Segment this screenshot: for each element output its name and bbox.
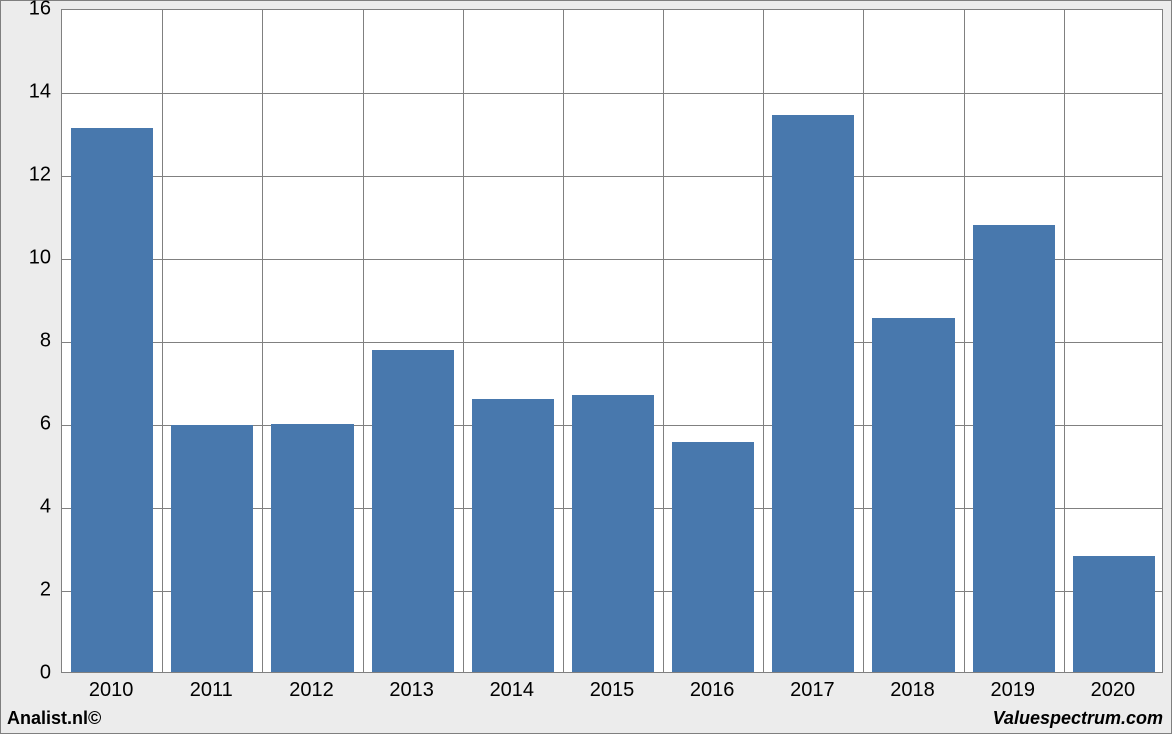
x-tick-label: 2019: [990, 679, 1035, 702]
bar: [271, 424, 353, 672]
gridline-vertical: [262, 10, 263, 672]
bar: [872, 318, 954, 672]
bar: [1073, 556, 1155, 672]
bar: [71, 128, 153, 672]
bar: [572, 395, 654, 672]
x-tick-label: 2010: [89, 679, 134, 702]
credit-right: Valuespectrum.com: [993, 708, 1163, 729]
y-tick-label: 12: [29, 164, 51, 187]
x-tick-label: 2015: [590, 679, 635, 702]
gridline-horizontal: [62, 176, 1162, 177]
gridline-horizontal: [62, 93, 1162, 94]
gridline-vertical: [1064, 10, 1065, 672]
x-tick-label: 2011: [190, 679, 233, 702]
y-tick-label: 10: [29, 247, 51, 270]
gridline-vertical: [162, 10, 163, 672]
y-tick-label: 6: [40, 413, 51, 436]
gridline-vertical: [563, 10, 564, 672]
y-tick-label: 16: [29, 0, 51, 21]
gridline-vertical: [964, 10, 965, 672]
x-tick-label: 2012: [289, 679, 334, 702]
gridline-vertical: [863, 10, 864, 672]
x-tick-label: 2020: [1091, 679, 1136, 702]
y-tick-label: 2: [40, 579, 51, 602]
bar: [472, 399, 554, 672]
x-tick-label: 2018: [890, 679, 935, 702]
y-tick-label: 8: [40, 330, 51, 353]
gridline-vertical: [763, 10, 764, 672]
plot-area: [61, 9, 1163, 673]
bar: [171, 425, 253, 672]
x-tick-label: 2017: [790, 679, 835, 702]
chart-frame: 0 2 4 6 8 10 12 14 16 2010 2011 2012 2013 2014 2015 20…: [0, 0, 1172, 734]
bar: [372, 350, 454, 672]
gridline-vertical: [663, 10, 664, 672]
gridline-vertical: [463, 10, 464, 672]
x-tick-label: 2016: [690, 679, 735, 702]
y-tick-label: 14: [29, 81, 51, 104]
bar: [973, 225, 1055, 672]
bar: [772, 115, 854, 672]
y-tick-label: 4: [40, 496, 51, 519]
x-tick-label: 2013: [389, 679, 434, 702]
x-tick-label: 2014: [490, 679, 535, 702]
y-tick-label: 0: [40, 662, 51, 685]
credit-left: Analist.nl©: [7, 708, 101, 729]
gridline-vertical: [363, 10, 364, 672]
bar: [672, 442, 754, 672]
